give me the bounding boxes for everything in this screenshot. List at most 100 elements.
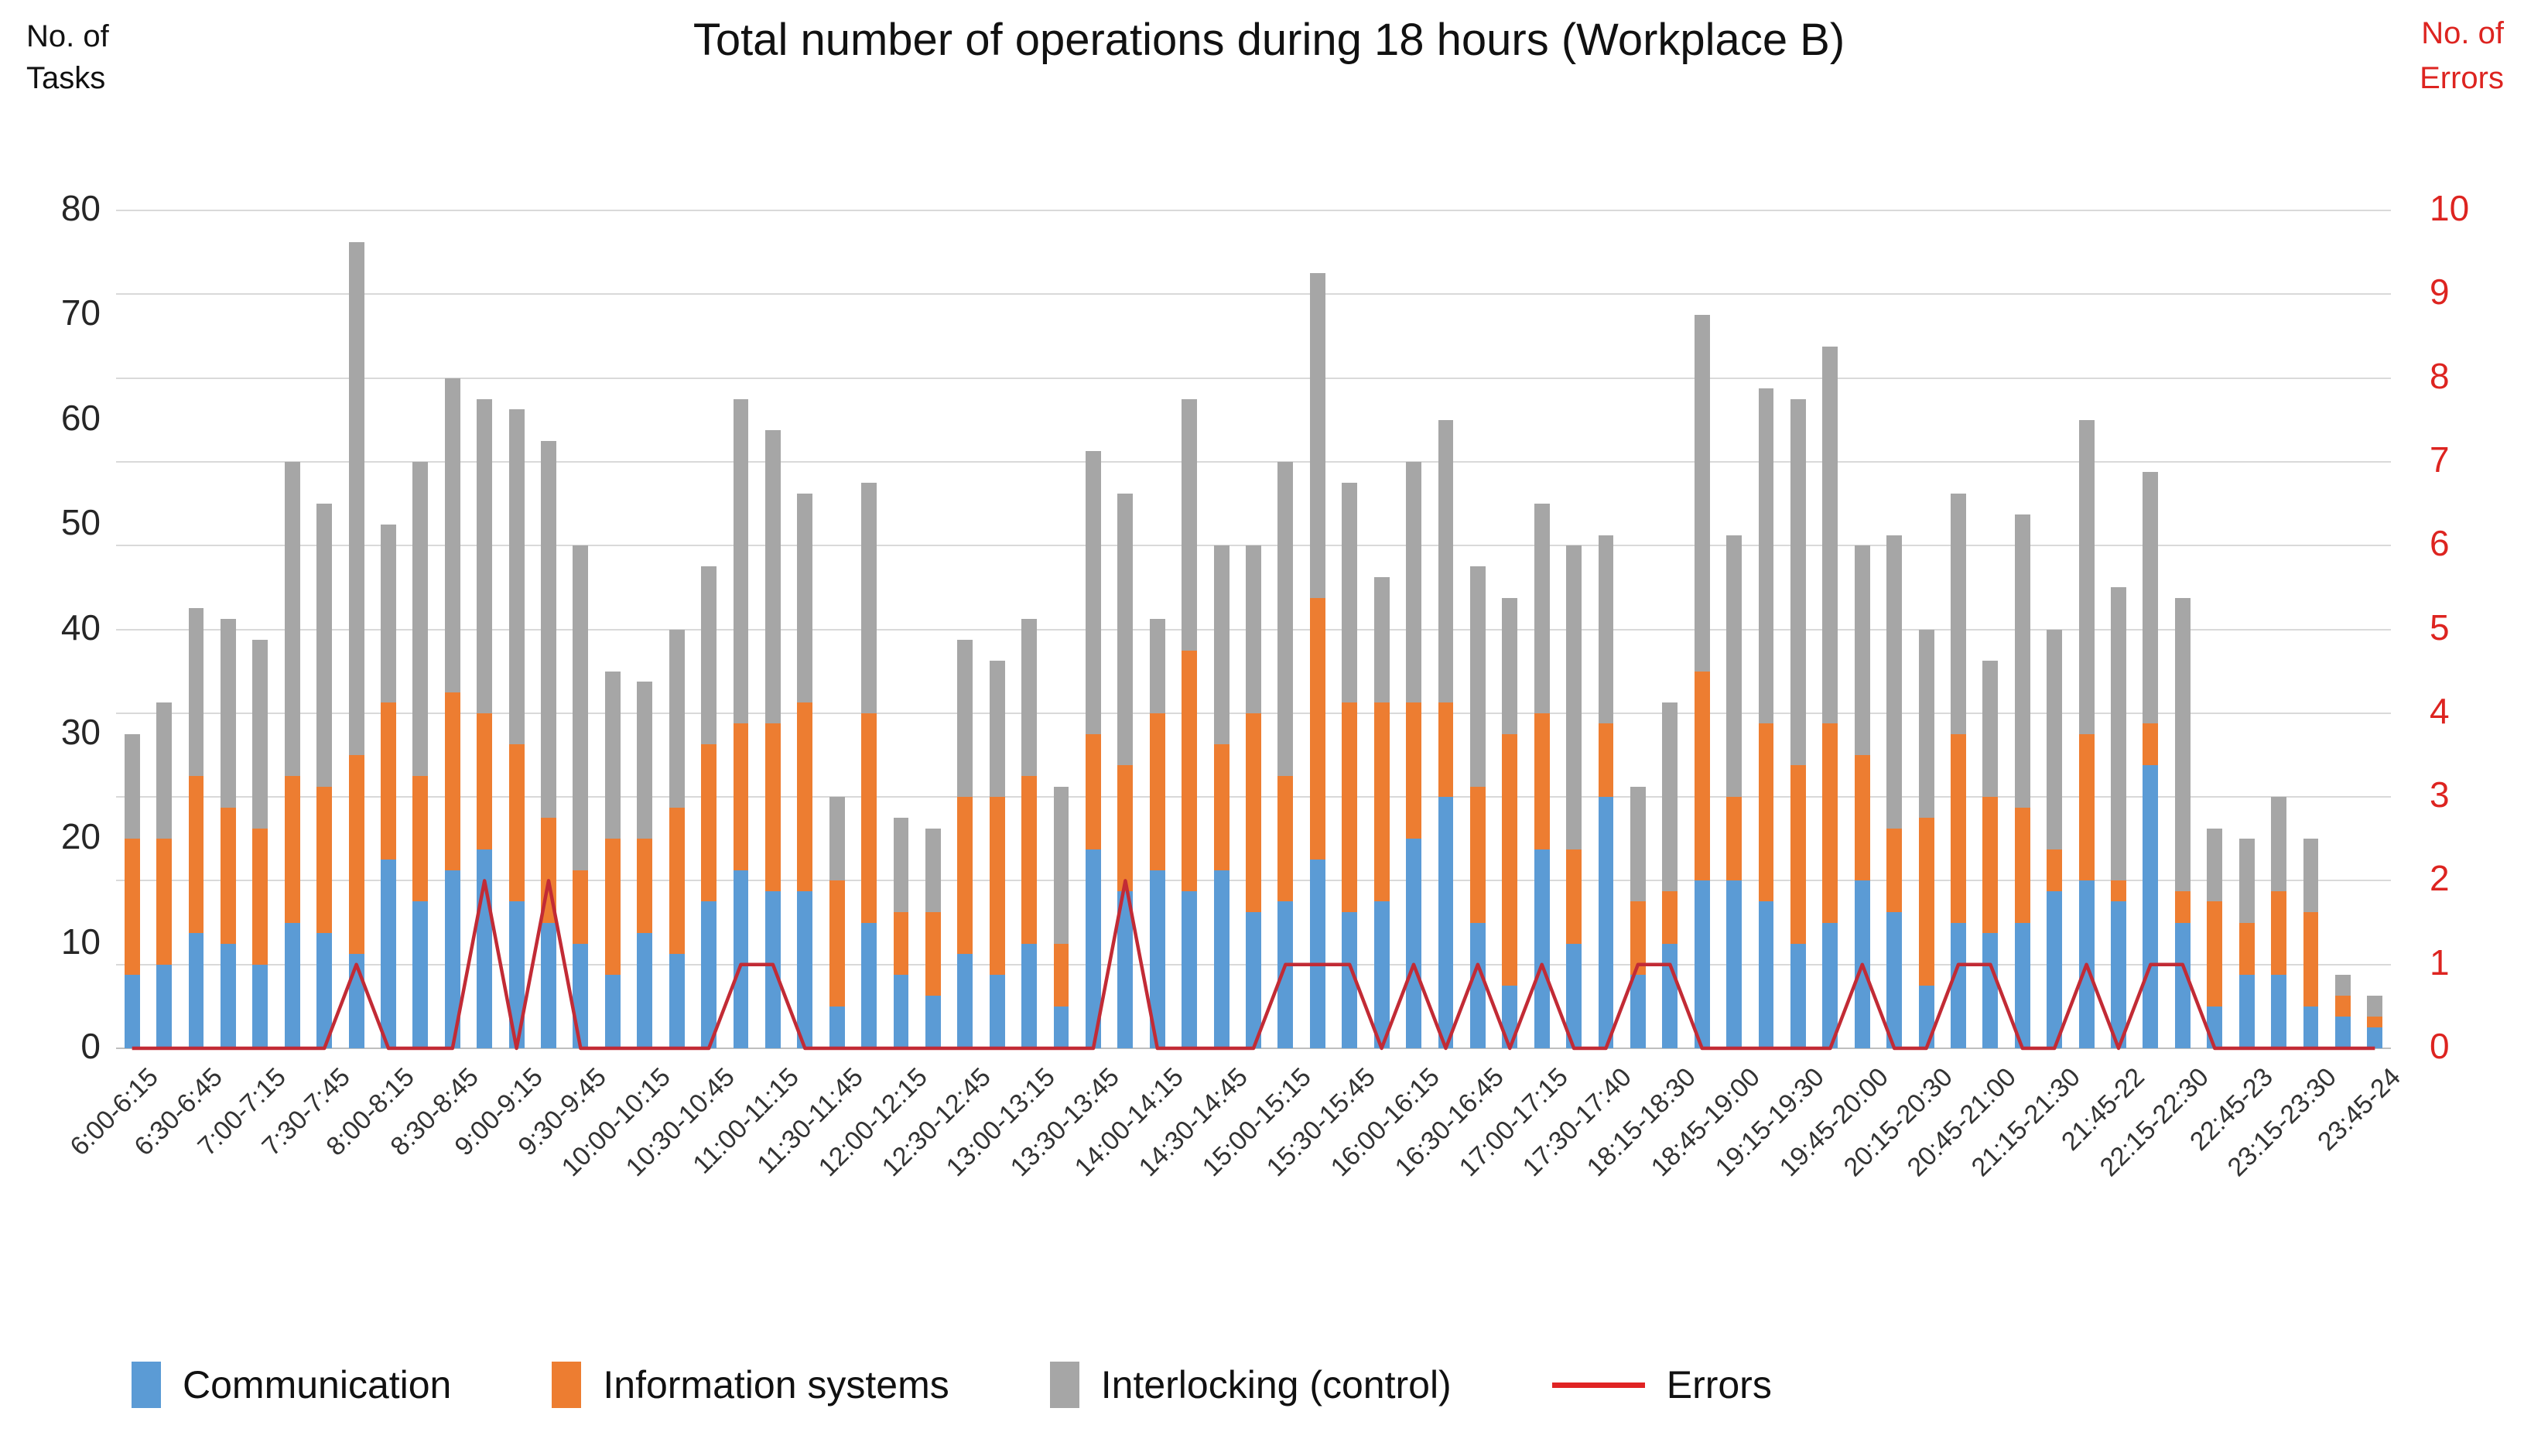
bar-segment-information-systems [2271,890,2286,976]
legend-label: Communication [183,1363,452,1406]
bar-segment-information-systems [829,880,845,1007]
legend-label: Information systems [603,1363,949,1406]
bar-segment-information-systems [316,786,333,934]
bar-segment-information-systems [2174,890,2191,923]
bar-segment-communication [252,964,268,1048]
gridline [116,460,2391,463]
bar-segment-communication [2111,901,2126,1048]
bar-segment-communication [1021,943,1038,1048]
right-axis-tick-label: 10 [2430,188,2470,228]
bar-segment-information-systems [1086,733,1101,849]
bar-segment-information-systems [1630,901,1646,976]
left-axis-tick-label: 40 [60,607,101,648]
legend-item-communication: Communication [132,1362,451,1408]
bar-segment-information-systems [1758,723,1774,902]
bar-segment-information-systems [188,776,204,934]
bar-segment-information-systems [1246,713,1261,912]
chart-title: Total number of operations during 18 hou… [693,15,1845,65]
bar-segment-information-systems [2014,807,2030,923]
bar-segment-interlocking-control- [124,733,140,839]
bar-segment-communication [1309,860,1325,1048]
bar-segment-communication [797,890,813,1048]
bar-segment-information-systems [2207,901,2223,1007]
bar-segment-communication [1246,912,1261,1048]
bar-segment-interlocking-control- [1886,535,1903,829]
bar-segment-communication [1502,985,1518,1048]
bar-segment-interlocking-control- [348,241,364,755]
bar-segment-information-systems [1822,723,1838,923]
bar-segment-communication [989,975,1005,1048]
bar-segment-interlocking-control- [1309,273,1325,598]
bar-segment-interlocking-control- [893,818,909,912]
bar-segment-interlocking-control- [2014,514,2030,808]
bar-segment-interlocking-control- [1630,786,1646,902]
bar-segment-information-systems [508,744,525,902]
bar-segment-information-systems [604,839,621,976]
bar-segment-interlocking-control- [220,618,236,808]
bar-segment-information-systems [1021,776,1038,944]
bar-segment-information-systems [2078,733,2095,881]
bar-segment-communication [188,933,204,1048]
bar-segment-interlocking-control- [2047,629,2063,849]
bar-segment-interlocking-control- [701,566,717,745]
bar-segment-interlocking-control- [764,430,781,724]
bar-segment-communication [1822,922,1838,1048]
bar-segment-information-systems [701,744,717,902]
bar-segment-communication [893,975,909,1048]
bar-segment-information-systems [1149,713,1165,870]
bar-segment-communication [1630,975,1646,1048]
bar-segment-communication [1694,880,1710,1048]
right-axis-title-line1: No. of [2421,16,2504,50]
left-axis-tick-label: 50 [60,502,101,543]
bar-segment-interlocking-control- [573,545,589,870]
bar-segment-information-systems [1309,597,1325,860]
bar-segment-information-systems [2367,1017,2383,1027]
bar-segment-communication [764,890,781,1048]
bar-segment-interlocking-control- [1502,597,1518,734]
bar-segment-information-systems [2334,996,2351,1017]
bar-segment-communication [508,901,525,1048]
bar-segment-interlocking-control- [2303,839,2319,912]
gridline [116,293,2391,296]
legend-swatch [1049,1362,1079,1408]
legend-item-interlocking-control-: Interlocking (control) [1049,1362,1452,1408]
bar-segment-information-systems [412,776,429,902]
bar-segment-interlocking-control- [1662,702,1678,891]
bar-segment-communication [2174,922,2191,1048]
bar-segment-interlocking-control- [284,461,300,777]
bar-segment-information-systems [1053,943,1069,1007]
bar-segment-information-systems [861,713,877,923]
bar-segment-communication [2367,1027,2383,1048]
bar-segment-interlocking-control- [477,398,493,713]
bar-segment-information-systems [1502,733,1518,986]
bar-segment-information-systems [893,912,909,976]
bar-segment-information-systems [252,828,268,965]
bar-segment-information-systems [1406,702,1421,839]
bar-segment-communication [1373,901,1390,1048]
bar-segment-interlocking-control- [925,828,941,912]
bar-segment-information-systems [1886,828,1903,912]
bar-segment-communication [829,1006,845,1048]
bar-segment-information-systems [637,839,653,934]
left-axis-tick-label: 20 [60,816,101,857]
bar-segment-information-systems [1918,818,1934,986]
bar-segment-information-systems [1951,733,1966,923]
bar-segment-communication [124,975,140,1048]
bar-segment-communication [1982,933,1999,1048]
bar-segment-interlocking-control- [1598,535,1614,724]
left-axis-tick-label: 30 [60,711,101,752]
bar-segment-communication [1438,797,1454,1048]
bar-segment-communication [701,901,717,1048]
bar-segment-interlocking-control- [1246,545,1261,713]
bar-segment-information-systems [1566,849,1582,944]
gridline [116,210,2391,211]
bar-segment-information-systems [124,839,140,976]
right-axis-tick-label: 0 [2430,1026,2450,1066]
bar-segment-interlocking-control- [1918,629,1934,819]
bar-segment-interlocking-control- [1342,482,1358,703]
bar-segment-communication [2303,1006,2319,1048]
legend-item-information-systems: Information systems [552,1362,949,1408]
bar-segment-information-systems [1182,650,1198,891]
right-axis-tick-label: 1 [2430,942,2450,983]
bar-segment-interlocking-control- [1566,545,1582,849]
